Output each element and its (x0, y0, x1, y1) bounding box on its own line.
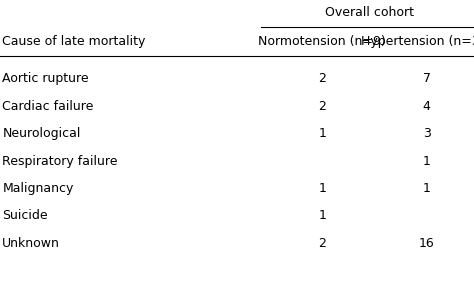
Text: 1: 1 (319, 182, 326, 195)
Text: Malignancy: Malignancy (2, 182, 74, 195)
Text: 2: 2 (319, 72, 326, 86)
Text: Hypertension (n=32): Hypertension (n=32) (361, 35, 474, 48)
Text: Respiratory failure: Respiratory failure (2, 155, 118, 168)
Text: 1: 1 (423, 155, 430, 168)
Text: 16: 16 (419, 237, 435, 250)
Text: 1: 1 (319, 210, 326, 222)
Text: Cause of late mortality: Cause of late mortality (2, 35, 146, 48)
Text: Neurological: Neurological (2, 127, 81, 140)
Text: 1: 1 (319, 127, 326, 140)
Text: Overall cohort: Overall cohort (325, 6, 414, 20)
Text: 4: 4 (423, 100, 430, 113)
Text: 3: 3 (423, 127, 430, 140)
Text: Cardiac failure: Cardiac failure (2, 100, 94, 113)
Text: 7: 7 (423, 72, 430, 86)
Text: Unknown: Unknown (2, 237, 60, 250)
Text: Normotension (n=9): Normotension (n=9) (258, 35, 386, 48)
Text: 2: 2 (319, 100, 326, 113)
Text: Aortic rupture: Aortic rupture (2, 72, 89, 86)
Text: 2: 2 (319, 237, 326, 250)
Text: Suicide: Suicide (2, 210, 48, 222)
Text: 1: 1 (423, 182, 430, 195)
